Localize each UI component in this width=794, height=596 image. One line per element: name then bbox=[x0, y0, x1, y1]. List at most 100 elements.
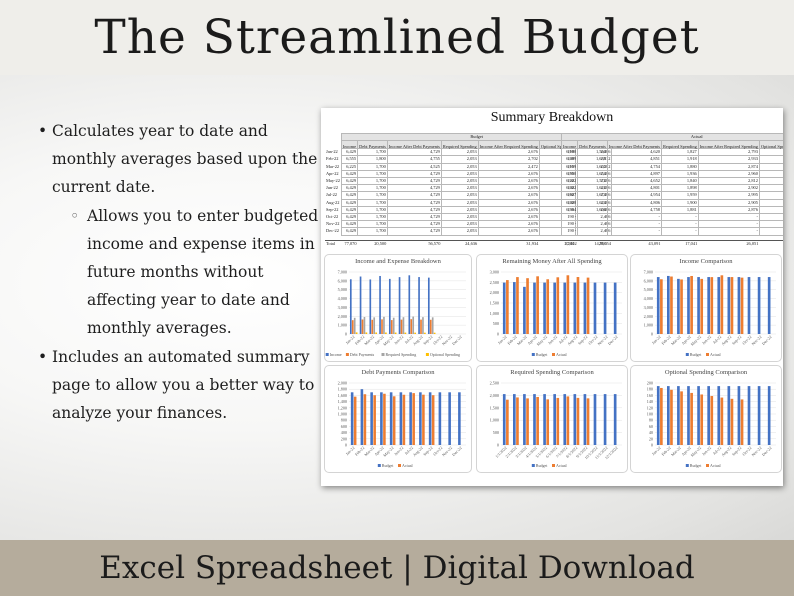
x-tick-label: Dec-22 bbox=[451, 445, 463, 457]
x-tick-label: Aug-22 bbox=[412, 445, 424, 457]
table-cell: 2,960 bbox=[697, 169, 760, 179]
table-row: ------- bbox=[560, 213, 783, 222]
x-tick-label: May-22 bbox=[690, 334, 702, 346]
chart-title: Optional Spending Comparison bbox=[664, 369, 748, 376]
bar bbox=[361, 319, 364, 334]
table-cell: 2,676 bbox=[477, 227, 540, 236]
table-cell: 4,897 bbox=[606, 169, 662, 179]
bar bbox=[573, 282, 577, 334]
x-tick-label: May-22 bbox=[536, 334, 548, 346]
table-cell: 4,729 bbox=[386, 177, 442, 186]
total-cell: 31,934 bbox=[478, 239, 540, 247]
table-cell: - bbox=[660, 227, 699, 236]
y-tick-label: 6,000 bbox=[644, 278, 653, 284]
total-cell: 20,500 bbox=[357, 239, 388, 247]
bar bbox=[512, 282, 516, 334]
total-cell: 77,070 bbox=[341, 239, 358, 247]
bar bbox=[402, 317, 405, 334]
table-cell: 6,429 bbox=[340, 227, 359, 236]
bar bbox=[553, 394, 556, 445]
y-tick-label: 7,000 bbox=[338, 270, 347, 276]
table-cell: 6,429 bbox=[340, 198, 359, 207]
x-tick-label: Sep-22 bbox=[731, 334, 743, 346]
y-tick-label: 200 bbox=[647, 381, 653, 386]
table-cell: 2,676 bbox=[477, 169, 540, 179]
table-cell: 1,560 bbox=[577, 148, 608, 157]
bar bbox=[431, 395, 435, 445]
bar bbox=[677, 386, 680, 445]
total-cell: 57,442 bbox=[561, 239, 578, 247]
bar bbox=[526, 398, 529, 445]
x-tick-label: Jul-22 bbox=[712, 334, 723, 345]
x-tick-label: Jun-22 bbox=[393, 445, 404, 456]
legend-swatch bbox=[425, 353, 429, 356]
spreadsheet-preview: Summary Breakdown Budget Income Debt Payme… bbox=[321, 108, 783, 486]
table-cell: 2,902 bbox=[697, 184, 760, 193]
bar bbox=[737, 277, 741, 334]
bar bbox=[697, 386, 700, 445]
table-cell: 1,918 bbox=[660, 155, 699, 164]
bar bbox=[583, 394, 587, 445]
bar bbox=[427, 277, 430, 334]
bar bbox=[394, 332, 397, 334]
bar bbox=[390, 320, 393, 334]
actual-table: Actual Income Debt Payments Income After De… bbox=[560, 132, 783, 247]
bar bbox=[379, 275, 381, 334]
table-cell: 2,676 bbox=[477, 198, 540, 207]
bar bbox=[392, 396, 396, 445]
bar bbox=[593, 394, 597, 445]
bar bbox=[502, 282, 506, 334]
group-header: Actual bbox=[561, 132, 783, 142]
legend-swatch bbox=[552, 353, 555, 356]
bar bbox=[757, 386, 761, 445]
bar bbox=[747, 386, 751, 445]
column-header: Income After Required Spending bbox=[477, 140, 540, 150]
y-tick-label: 500 bbox=[493, 321, 499, 326]
bar bbox=[351, 320, 354, 334]
bar bbox=[458, 392, 461, 445]
bar bbox=[687, 277, 690, 334]
total-cell: 17,041 bbox=[661, 239, 699, 247]
table-cell: 6,627 bbox=[560, 191, 579, 200]
table-cell: - bbox=[606, 213, 662, 222]
table-cell: 6,429 bbox=[340, 205, 359, 215]
x-tick-label: Nov-22 bbox=[441, 445, 453, 457]
x-tick-label: Feb-22 bbox=[354, 445, 366, 457]
table-cell: 2,676 bbox=[477, 177, 540, 186]
bar bbox=[757, 277, 761, 334]
table-cell: 4,729 bbox=[386, 227, 442, 236]
table-cell: 6,429 bbox=[340, 213, 359, 222]
bar bbox=[767, 277, 771, 334]
table-cell: 4,729 bbox=[386, 191, 442, 200]
table-cell: 1,700 bbox=[357, 227, 388, 236]
table-cell: 1,700 bbox=[357, 169, 388, 179]
chart-svg: 0 2004006008001,0001,2001,4001,6001,8002,… bbox=[338, 381, 466, 468]
bar bbox=[349, 279, 352, 334]
chart-title: Income Comparison bbox=[679, 258, 733, 265]
bar bbox=[707, 386, 710, 445]
y-tick-label: 400 bbox=[341, 430, 347, 435]
table-cell: 1,700 bbox=[357, 191, 388, 200]
bar bbox=[586, 277, 590, 334]
x-tick-label: May-22 bbox=[382, 334, 394, 346]
month-label: Aug-22 bbox=[326, 199, 340, 205]
table-cell: 4,729 bbox=[386, 220, 442, 229]
x-tick-label: Feb-22 bbox=[660, 445, 672, 457]
table-row: ------- bbox=[560, 227, 783, 236]
bar bbox=[720, 275, 724, 334]
x-tick-label: May-22 bbox=[690, 445, 702, 457]
table-cell: - bbox=[560, 213, 579, 222]
x-tick-label: Oct-22 bbox=[741, 445, 752, 456]
table-cell: 6,555 bbox=[340, 155, 359, 164]
bar bbox=[563, 282, 567, 334]
y-tick-label: 140 bbox=[647, 399, 653, 404]
bar bbox=[409, 392, 412, 445]
y-tick-label: 0 bbox=[497, 443, 499, 448]
x-tick-label: Dec-22 bbox=[761, 334, 773, 346]
bar bbox=[371, 319, 374, 334]
column-header: Required Spending bbox=[660, 140, 699, 150]
bar bbox=[414, 332, 416, 334]
